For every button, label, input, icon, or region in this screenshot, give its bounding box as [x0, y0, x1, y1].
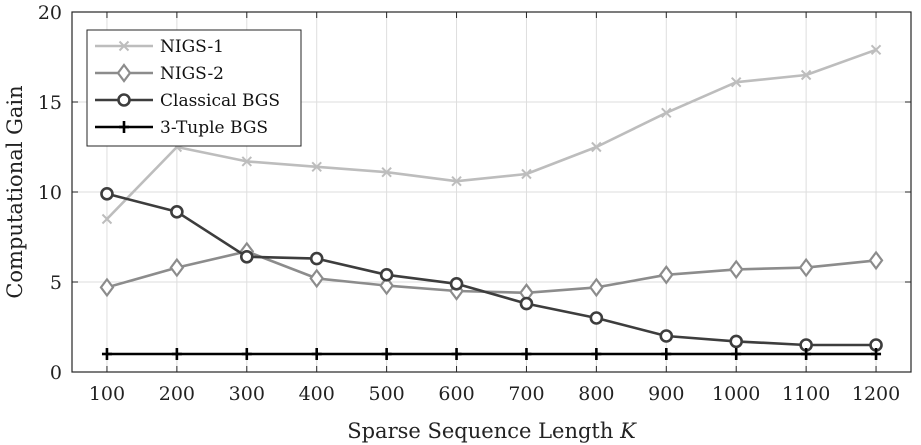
circle-marker — [239, 249, 254, 264]
y-tick-label: 10 — [38, 182, 62, 204]
x-marker — [101, 213, 113, 225]
x-tick-label: 600 — [438, 383, 474, 405]
x-marker — [521, 168, 532, 180]
circle-marker — [659, 329, 674, 343]
y-tick-label: 0 — [50, 362, 62, 384]
series-line — [106, 250, 877, 295]
plus-marker — [119, 121, 129, 133]
x-marker — [661, 107, 672, 119]
x-tick-label: 1100 — [782, 383, 830, 405]
diamond-marker — [658, 264, 674, 285]
circle-marker — [117, 93, 131, 107]
circle-marker — [100, 187, 114, 201]
circle-marker — [519, 296, 534, 311]
circle-marker — [170, 205, 184, 219]
plot-series — [99, 44, 884, 360]
diamond-marker — [309, 268, 325, 289]
legend-label: Classical BGS — [160, 91, 280, 111]
diamond-marker — [798, 257, 814, 278]
plus-marker — [311, 348, 322, 360]
legend-item: 3-Tuple BGS — [95, 118, 268, 138]
diamond-marker — [728, 259, 744, 280]
plus-marker — [521, 348, 532, 360]
plus-marker — [801, 348, 812, 360]
x-marker — [451, 175, 462, 187]
x-tick-label: 1200 — [852, 383, 900, 405]
circle-marker — [379, 267, 394, 282]
x-tick-label: 900 — [648, 383, 684, 405]
legend-item: NIGS-2 — [95, 63, 224, 84]
diamond-marker — [169, 257, 185, 278]
x-marker — [870, 44, 882, 56]
circle-marker — [729, 334, 744, 349]
legend-label: NIGS-2 — [160, 64, 224, 84]
circle-marker — [309, 251, 324, 266]
x-tick-label: 300 — [229, 383, 265, 405]
x-marker — [381, 166, 392, 178]
series-nigs-1 — [101, 44, 882, 225]
x-axis-label: Sparse Sequence Length K — [347, 419, 637, 443]
x-marker — [731, 76, 742, 88]
x-tick-label: 100 — [89, 383, 125, 405]
x-tick-label: 1000 — [712, 383, 760, 405]
axis-ticks: 100 200 300 400 500 600 700 800 900 1000 1100 1200 0… — [38, 2, 911, 405]
plus-marker — [451, 348, 462, 360]
x-tick-label: 400 — [299, 383, 335, 405]
series-line — [106, 192, 877, 347]
diamond-marker — [868, 250, 884, 271]
legend-label: 3-Tuple BGS — [160, 118, 268, 138]
plus-marker — [381, 348, 392, 360]
diamond-marker — [379, 275, 394, 296]
y-axis-label: Computational Gain — [3, 85, 27, 298]
plus-marker — [241, 348, 252, 360]
y-tick-label: 20 — [38, 2, 62, 24]
x-marker — [241, 156, 252, 167]
x-tick-label: 500 — [368, 383, 404, 405]
x-marker — [118, 40, 130, 52]
series-3-tuple-bgs — [101, 348, 882, 360]
circle-marker — [449, 276, 464, 291]
legend-label: NIGS-1 — [160, 37, 224, 57]
series-line — [106, 48, 877, 220]
x-tick-label: 700 — [508, 383, 544, 405]
y-tick-label: 15 — [38, 92, 62, 114]
plus-marker — [661, 348, 672, 360]
plus-marker — [101, 348, 112, 360]
plus-marker — [591, 348, 602, 360]
circle-marker — [589, 311, 604, 325]
legend-item: NIGS-1 — [95, 37, 224, 57]
x-tick-label: 200 — [159, 383, 195, 405]
x-marker — [591, 141, 602, 153]
plus-marker — [871, 348, 882, 360]
series-classical-bgs — [100, 187, 883, 352]
x-marker — [311, 161, 322, 173]
legend-item: Classical BGS — [95, 91, 280, 111]
x-marker — [800, 69, 812, 81]
legend: NIGS-1 NIGS-2 Classical BGS 3-Tuple BGS — [86, 29, 302, 147]
diamond-marker — [99, 277, 115, 298]
x-tick-label: 800 — [578, 383, 614, 405]
plus-marker — [171, 348, 182, 360]
y-tick-label: 5 — [50, 272, 62, 294]
diamond-marker — [116, 63, 132, 83]
diamond-marker — [589, 277, 604, 298]
plus-marker — [731, 348, 742, 360]
